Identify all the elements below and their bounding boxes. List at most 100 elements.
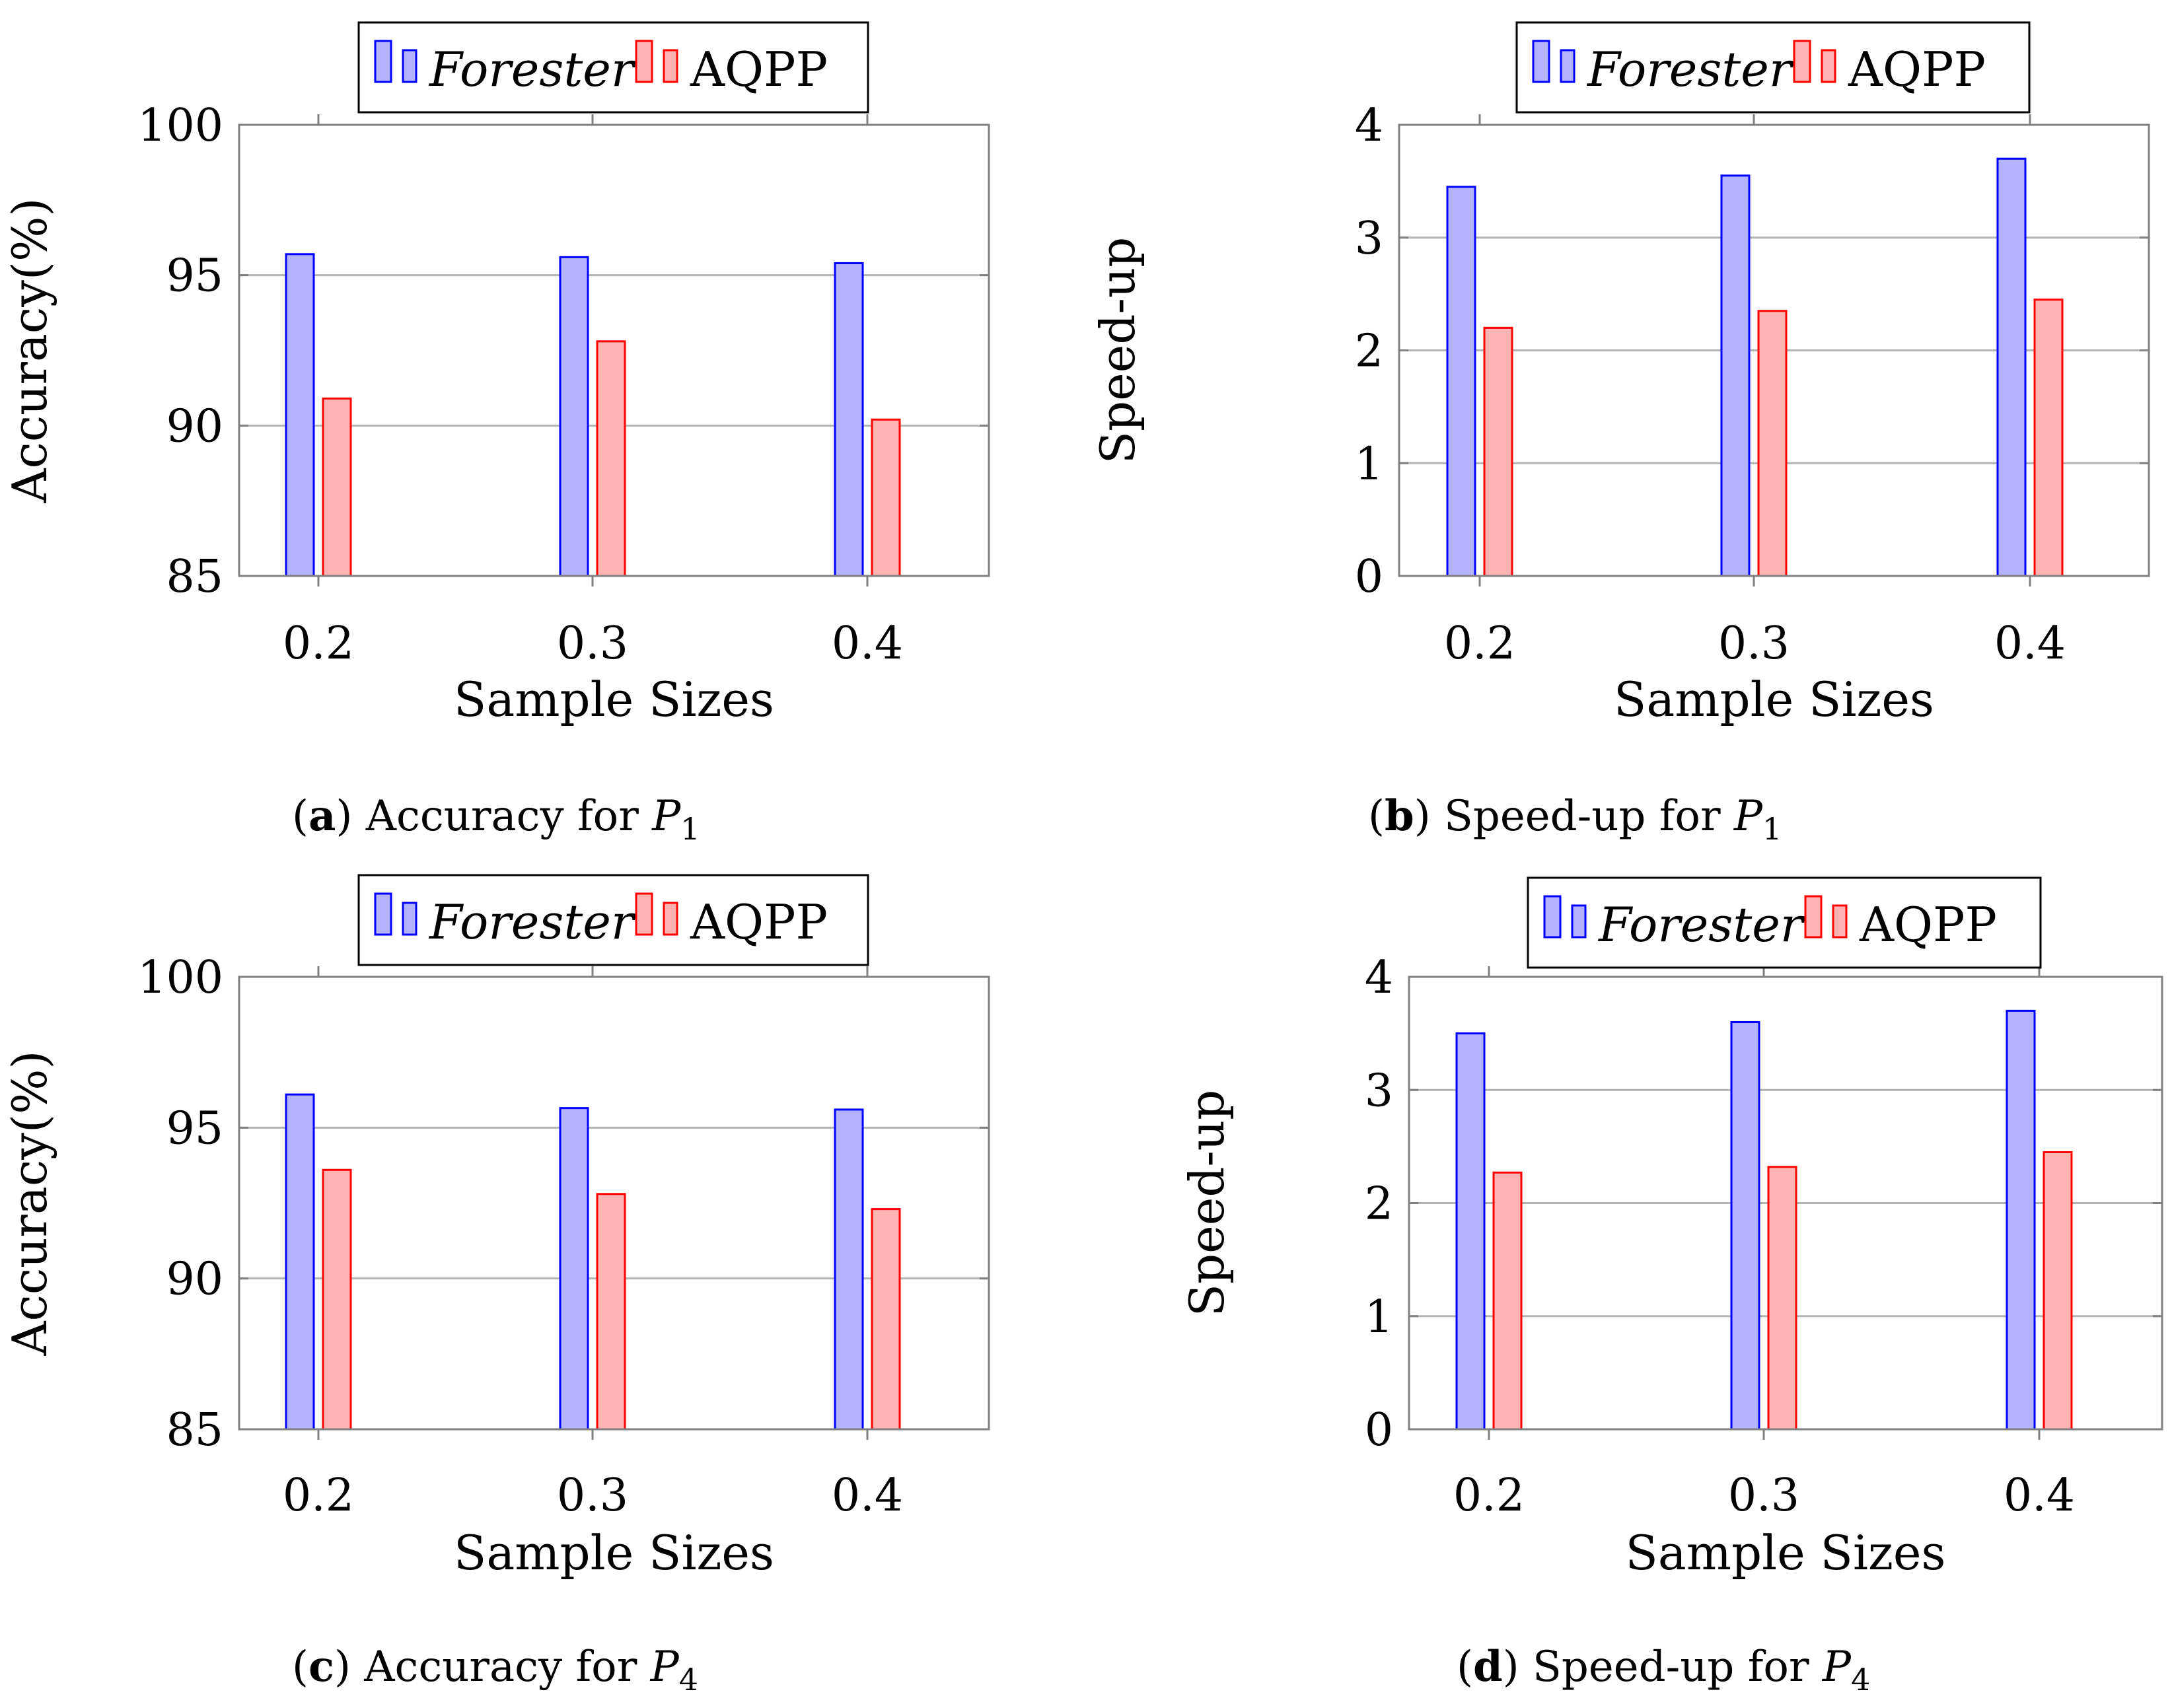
y-tick-label: 90 xyxy=(166,1254,223,1306)
y-tick-label: 100 xyxy=(137,952,223,1004)
x-tick-label: 0.4 xyxy=(832,1470,903,1522)
y-tick-label: 95 xyxy=(166,1102,223,1155)
caption-paren: ) xyxy=(334,1643,351,1691)
legend-label-forester: Forester xyxy=(1586,42,1794,97)
caption-var: P xyxy=(651,792,681,841)
legend-box xyxy=(1515,21,2031,114)
x-tick-label: 0.2 xyxy=(1453,1470,1525,1522)
x-axis-label: Sample Sizes xyxy=(1626,1525,1946,1581)
caption-sub: 4 xyxy=(679,1662,698,1697)
y-tick-label: 90 xyxy=(166,400,223,452)
legend-label-forester: Forester xyxy=(428,894,636,950)
caption-paren: ( xyxy=(1368,792,1385,841)
bar-forester xyxy=(834,262,864,577)
legend-label-forester: Forester xyxy=(428,42,636,97)
y-tick-label: 95 xyxy=(166,250,223,302)
caption-paren: ( xyxy=(1457,1643,1473,1691)
y-tick-label: 3 xyxy=(1355,213,1383,265)
y-tick-label: 1 xyxy=(1355,438,1383,490)
chart-panel-a: 85 90 95 100 0.2 0.3 0.4 Sample Sizes Accuracy(%… xyxy=(2,21,990,847)
bar-forester xyxy=(559,1107,589,1431)
legend-label-aqpp: AQPP xyxy=(690,42,828,97)
legend-swatch-aqpp xyxy=(663,902,678,936)
bar-forester xyxy=(2006,1009,2036,1431)
caption-sub: 1 xyxy=(1762,811,1782,847)
bar-aqpp xyxy=(596,1193,626,1431)
caption-text: Speed-up for xyxy=(1431,792,1734,841)
legend-box xyxy=(357,21,869,114)
y-tick-label: 85 xyxy=(166,551,223,603)
caption: (b) Speed-up for P1 xyxy=(1368,791,1782,847)
legend-swatch-aqpp xyxy=(1832,904,1848,939)
legend-swatch-aqpp xyxy=(1821,49,1836,83)
bar-forester xyxy=(1455,1032,1486,1431)
y-tick-label: 4 xyxy=(1355,100,1383,152)
x-axis-label: Sample Sizes xyxy=(1614,672,1934,727)
x-tick-label: 0.2 xyxy=(283,618,354,670)
legend-swatch-forester xyxy=(1560,49,1575,83)
legend-swatch-forester xyxy=(374,40,392,83)
legend: Forester AQPP xyxy=(357,874,869,966)
legend: Forester AQPP xyxy=(357,21,869,114)
legend-swatch-forester xyxy=(1532,40,1550,83)
caption-sub: 1 xyxy=(680,811,700,847)
bar-aqpp xyxy=(1767,1166,1797,1431)
bar-forester xyxy=(1446,186,1476,577)
caption-letter: a xyxy=(308,791,336,841)
caption-var: P xyxy=(1822,1643,1852,1691)
caption-paren: ( xyxy=(292,1643,308,1691)
bar-forester xyxy=(285,1093,315,1431)
caption-text: Accuracy for xyxy=(352,792,652,841)
x-tick-label: 0.2 xyxy=(1444,618,1515,670)
y-axis-label: Accuracy(%) xyxy=(2,198,57,504)
x-tick-label: 0.3 xyxy=(1728,1470,1799,1522)
legend-swatch-forester xyxy=(1571,904,1587,939)
legend-swatch-aqpp xyxy=(635,40,653,83)
plot-frame xyxy=(1398,124,2150,577)
legend: Forester AQPP xyxy=(1527,876,2042,969)
caption: (d) Speed-up for P4 xyxy=(1457,1642,1870,1697)
bar-aqpp xyxy=(1483,326,1513,577)
caption-paren: ) xyxy=(1414,792,1431,841)
y-tick-label: 2 xyxy=(1355,326,1383,378)
bar-aqpp xyxy=(2033,299,2064,577)
caption-letter: c xyxy=(308,1642,334,1691)
caption-paren: ) xyxy=(1503,1643,1519,1691)
bar-aqpp xyxy=(322,1168,352,1431)
legend-swatch-forester xyxy=(402,49,417,83)
y-tick-label: 1 xyxy=(1365,1291,1393,1343)
caption-paren: ) xyxy=(336,792,352,841)
chart-panel-d: 0 1 2 3 4 0.2 0.3 0.4 Sample Sizes Speed-up Forest… xyxy=(1179,876,2163,1697)
y-tick-label: 3 xyxy=(1365,1065,1393,1117)
y-tick-label: 100 xyxy=(137,100,223,152)
caption: (a) Accuracy for P1 xyxy=(292,791,700,847)
legend-label-aqpp: AQPP xyxy=(1848,42,1986,97)
legend-label-aqpp: AQPP xyxy=(1859,897,1997,952)
x-tick-label: 0.4 xyxy=(2004,1470,2075,1522)
x-tick-label: 0.3 xyxy=(1718,618,1790,670)
y-axis-label: Accuracy(%) xyxy=(2,1051,57,1357)
bar-aqpp xyxy=(871,1208,901,1431)
x-axis-label: Sample Sizes xyxy=(454,672,774,727)
y-axis-label: Speed-up xyxy=(1179,1090,1235,1317)
caption-paren: ( xyxy=(292,792,308,841)
y-tick-label: 0 xyxy=(1365,1404,1393,1456)
y-tick-label: 4 xyxy=(1365,952,1393,1004)
caption-text: Speed-up for xyxy=(1519,1643,1823,1691)
legend-swatch-forester xyxy=(1543,895,1562,939)
caption: (c) Accuracy for P4 xyxy=(292,1642,698,1697)
y-axis-label: Speed-up xyxy=(1090,237,1145,464)
bar-forester xyxy=(1730,1021,1760,1431)
caption-sub: 4 xyxy=(1851,1662,1870,1697)
bar-aqpp xyxy=(1757,310,1788,577)
chart-panel-c: 85 90 95 100 0.2 0.3 0.4 Sample Sizes Accuracy(%… xyxy=(2,874,990,1697)
bar-aqpp xyxy=(1492,1171,1523,1431)
plot-frame xyxy=(238,976,990,1431)
x-tick-label: 0.3 xyxy=(557,1470,628,1522)
legend-swatch-aqpp xyxy=(635,892,653,936)
bar-forester xyxy=(1996,157,2027,577)
legend-swatch-aqpp xyxy=(1804,895,1823,939)
legend-swatch-forester xyxy=(402,902,417,936)
bar-forester xyxy=(1720,174,1751,577)
